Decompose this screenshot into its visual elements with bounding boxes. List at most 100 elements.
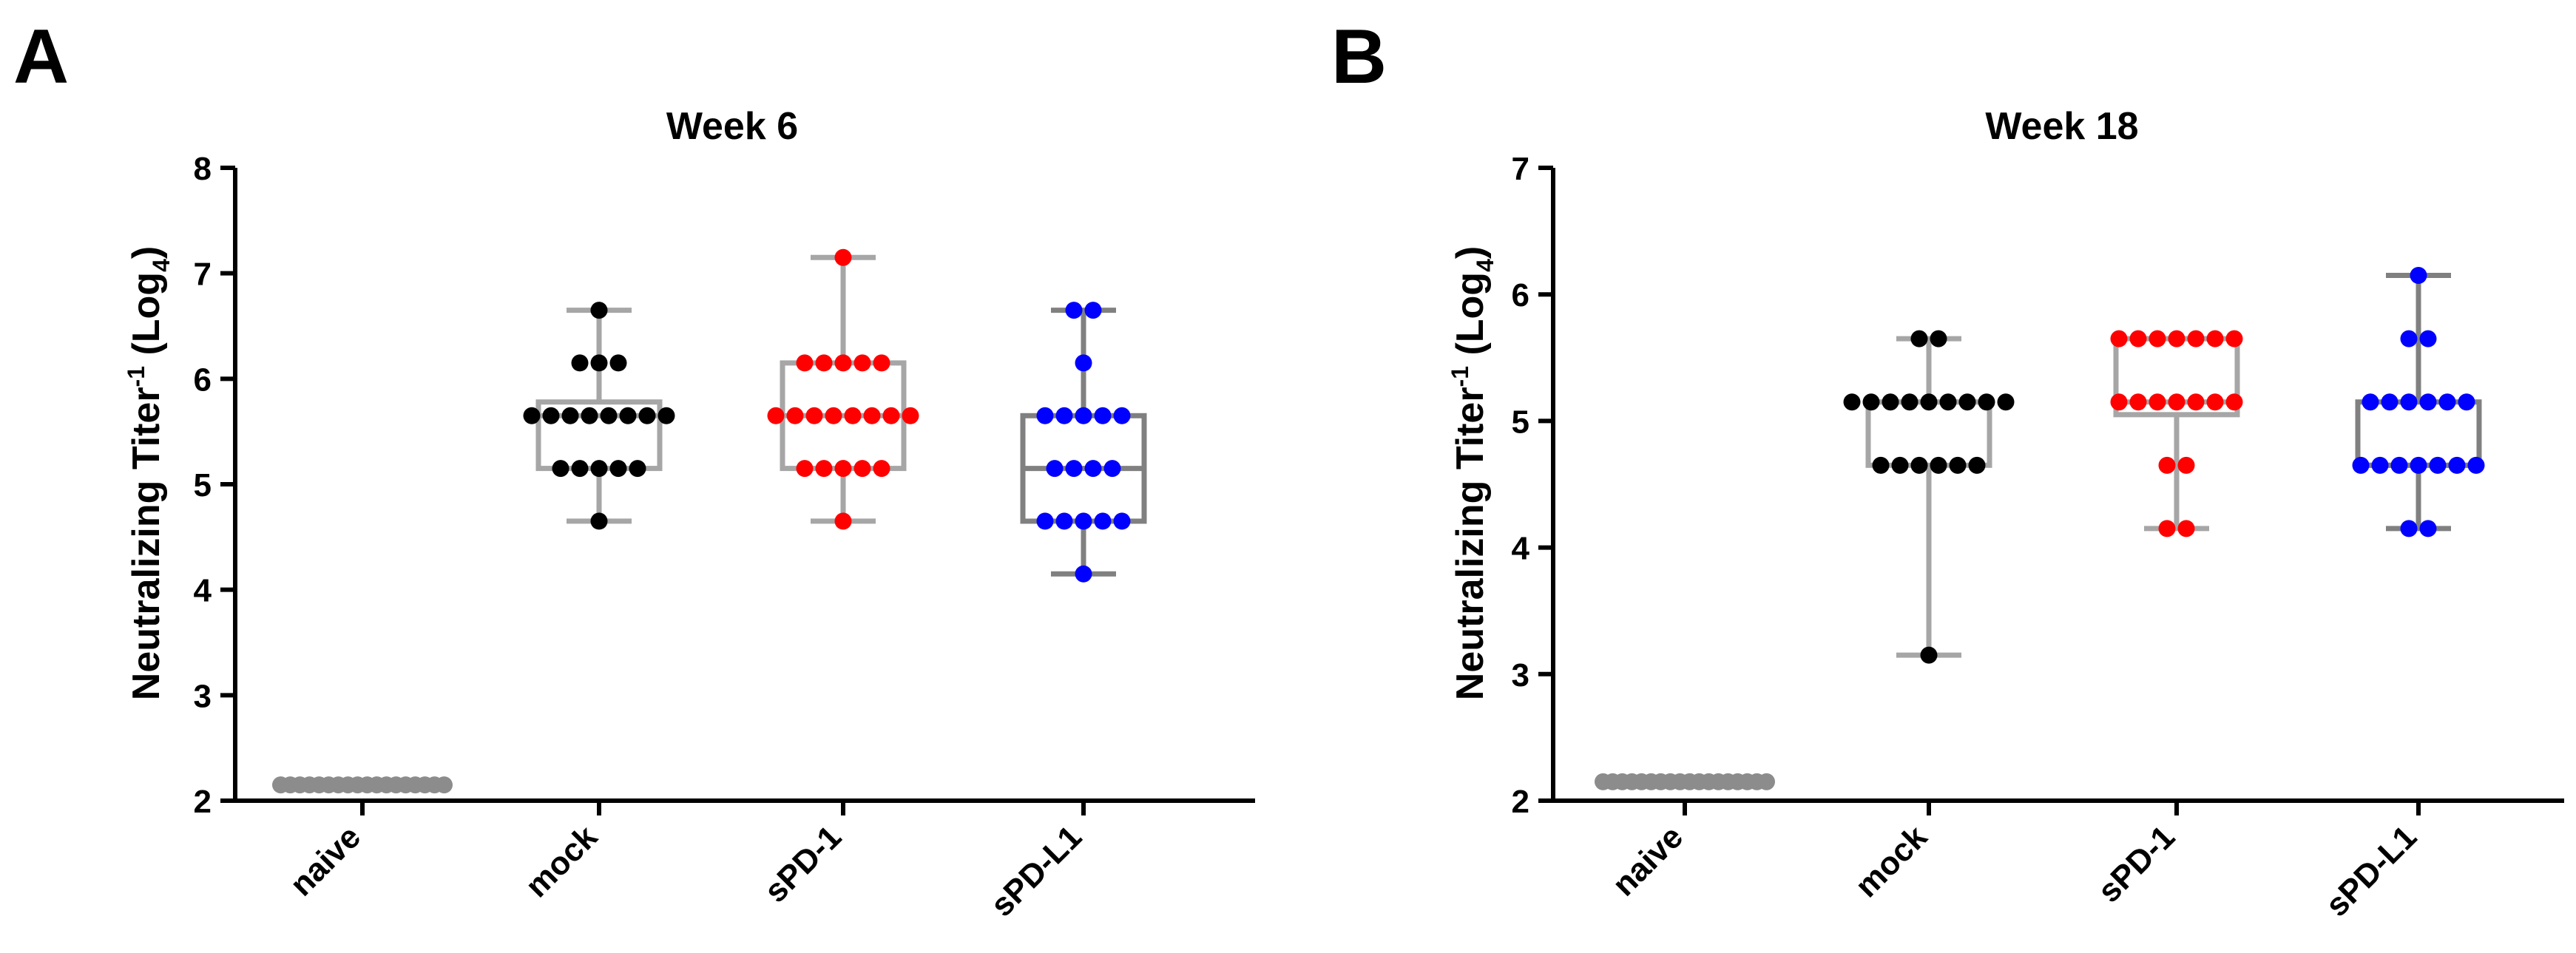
data-point [2177,456,2195,474]
data-point [571,354,589,372]
data-point [1930,330,1947,347]
y-tick-label: 6 [194,362,212,398]
data-point [2400,393,2418,411]
data-point [882,407,900,424]
series-spd-l1 [1020,302,1147,583]
data-point [590,460,608,478]
data-point [1978,393,1995,411]
data-point [2429,456,2447,474]
y-tick-label: 3 [194,678,212,714]
y-label-sub: 4 [148,259,175,272]
y-label-sup: -1 [123,366,149,387]
data-point [590,512,608,530]
data-point [1036,407,1054,424]
data-point [1084,302,1102,319]
data-point [2225,330,2243,347]
series-mock [523,302,675,530]
y-label-tail: (Log [125,272,168,366]
data-point [1997,393,2015,411]
data-point [1113,512,1131,530]
data-point [1113,407,1131,424]
data-point [2419,393,2437,411]
data-point [1065,460,1083,478]
panel-letter-a: A [13,14,69,100]
data-point [1094,512,1112,530]
data-point [2400,520,2418,537]
y-label-main: Neutralizing Titer [125,387,168,700]
data-point [2158,520,2176,537]
y-tick-label: 8 [194,151,212,187]
data-point [657,407,675,424]
data-point [1055,512,1073,530]
series-spd-1 [2110,330,2243,537]
plot-area-a: 2 3 4 5 6 7 8 naive mock sPD-1 sPD-L1 [194,151,1255,923]
y-label-sub: 4 [1472,259,1498,272]
data-point [853,354,871,372]
y-label-sup: -1 [1447,366,1473,387]
box [1865,399,1992,468]
data-point [552,460,569,478]
data-point [581,407,598,424]
x-tick-label-spd-l1: sPD-L1 [2319,818,2424,923]
data-point [1075,565,1092,583]
data-point [2458,393,2475,411]
data-point [609,354,627,372]
data-point [1920,646,1938,664]
data-point [2187,393,2205,411]
y-tick-label: 7 [194,257,212,293]
series-naive [272,776,453,794]
data-point [2206,393,2224,411]
data-point [561,407,579,424]
y-tick-label: 2 [1512,784,1529,820]
x-tick-label-naive: naive [1606,818,1690,903]
x-tick-label-mock: mock [518,818,604,904]
data-point [1910,456,1928,474]
data-point [2381,393,2398,411]
data-point [542,407,560,424]
data-point [2225,393,2243,411]
data-point [619,407,637,424]
y-tick-label: 2 [194,784,212,820]
x-tick-label-naive: naive [283,818,368,903]
data-point [2419,330,2437,347]
y-tick-label: 4 [1512,531,1530,567]
data-point [1843,393,1861,411]
data-point [1891,456,1909,474]
data-point [590,354,608,372]
data-point [2206,330,2224,347]
series-spd-1 [767,248,919,530]
plot-area-b: 2 3 4 5 6 7 naive mock sPD-1 sPD-L1 [1512,151,2564,923]
y-label-tail: (Log [1449,272,1492,366]
data-point [873,460,890,478]
data-point [2129,330,2147,347]
data-point [863,407,881,424]
data-point [609,460,627,478]
data-point [2352,456,2370,474]
data-point [834,248,852,266]
data-point [1046,460,1064,478]
data-point [1862,393,1880,411]
data-point [1910,330,1928,347]
data-point [1758,773,1775,790]
data-point [2400,330,2418,347]
data-point [1901,393,1919,411]
data-point [629,460,646,478]
data-point [834,460,852,478]
data-point [805,407,823,424]
data-point [2362,393,2379,411]
data-point [1968,456,1986,474]
series-spd-l1 [2352,267,2485,537]
y-tick-label: 5 [194,467,212,503]
y-axis-label-a: Neutralizing Titer-1 (Log4) [123,246,175,700]
data-point [1084,460,1102,478]
x-tick-label-spd-1: sPD-1 [757,818,848,909]
data-point [1958,393,1976,411]
data-point [2438,393,2456,411]
data-point [767,407,785,424]
data-point [815,354,833,372]
data-point [1882,393,1899,411]
chart-title-week-18: Week 18 [1985,105,2138,148]
data-point [638,407,656,424]
data-point [2410,456,2427,474]
data-point [2158,456,2176,474]
